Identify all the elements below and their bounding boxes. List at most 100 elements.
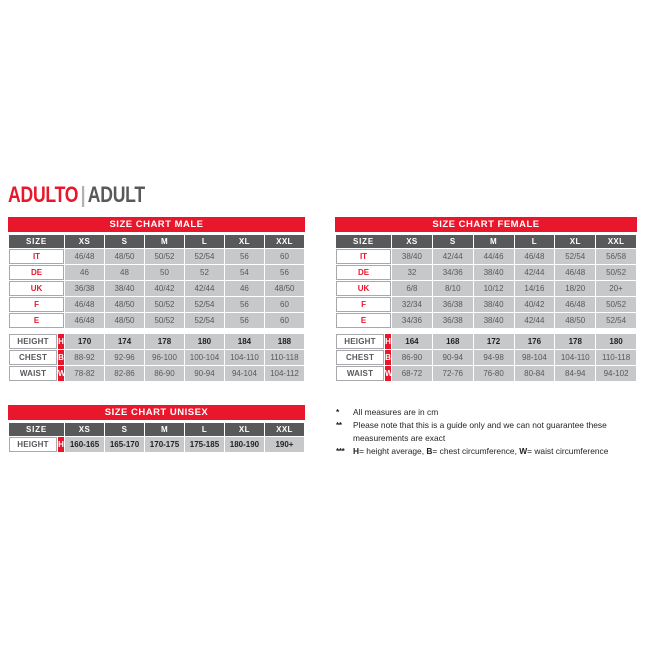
table-cell: 180 [184,334,224,349]
chart-banner-male: SIZE CHART MALE [8,217,305,232]
table-cell: 10/12 [473,281,514,296]
footnote-text: All measures are in cm [353,407,439,417]
table-cell: 98-104 [514,350,555,365]
row-label-it: IT [336,249,392,264]
table-cell: 38/40 [473,265,514,280]
measure-badge-w: W [385,366,392,381]
page-title-separator: | [80,182,86,207]
table-cell: 165-170 [105,437,144,452]
table-row: E 46/48 48/50 50/52 52/54 56 60 [9,313,304,328]
table-cell: 34/36 [432,265,473,280]
table-cell: 38/40 [473,313,514,328]
column-header-size: SIZE [336,235,392,248]
table-cell: 52 [184,265,224,280]
column-header-s: S [105,423,144,436]
table-cell: 94-104 [224,366,264,381]
table-cell: 36/38 [65,281,104,296]
table-row: DE 46 48 50 52 54 56 [9,265,304,280]
table-row: UK 36/38 38/40 40/42 42/44 46 48/50 [9,281,304,296]
table-cell: 52/54 [596,313,636,328]
chart-banner-unisex: SIZE CHART UNISEX [8,405,305,420]
page-title-secondary: ADULT [87,182,145,207]
footnote-text: Please note that this is a guide only an… [353,420,607,443]
table-spacer [9,329,304,333]
row-label-f: F [9,297,65,312]
footnote-text: H= height average, B= chest circumferenc… [353,446,609,456]
table-cell: 164 [392,334,432,349]
measure-badge-h: H [58,334,65,349]
table-row: HEIGHT H 160-165 165-170 170-175 175-185 180-1… [9,437,304,452]
table-cell: 110-118 [264,350,304,365]
table-header-row: SIZE XS S M L XL XXL [336,235,636,248]
column-header-xs: XS [65,423,104,436]
table-cell: 42/44 [514,313,555,328]
table-cell: 82-86 [105,366,144,381]
table-cell: 104-110 [555,350,596,365]
table-row: DE 32 34/36 38/40 42/44 46/48 50/52 [336,265,636,280]
table-row: F 46/48 48/50 50/52 52/54 56 60 [9,297,304,312]
table-cell: 56 [224,297,264,312]
column-header-l: L [184,235,224,248]
page-title: ADULTO | ADULT [8,183,145,207]
measure-label-height: HEIGHT [336,334,384,349]
table-cell: 52/54 [184,297,224,312]
table-cell: 90-94 [184,366,224,381]
table-body-male: SIZE XS S M L XL XXL IT 46/48 48/50 50/52 52/54 56 60… [9,235,304,381]
table-cell: 172 [473,334,514,349]
table-row: E 34/36 36/38 38/40 42/44 48/50 52/54 [336,313,636,328]
measure-label-waist: WAIST [9,366,57,381]
table-cell: 48/50 [555,313,596,328]
table-spacer [336,329,636,333]
table-cell: 50/52 [596,265,636,280]
table-cell: 48/50 [264,281,304,296]
table-cell: 76-80 [473,366,514,381]
measure-badge-b: B [385,350,392,365]
table-cell: 40/42 [514,297,555,312]
table-cell: 68-72 [392,366,432,381]
size-table-unisex: SIZE XS S M L XL XXL HEIGHT H 160-165 165-170 170-1… [8,422,305,453]
table-cell: 94-102 [596,366,636,381]
table-cell: 72-76 [432,366,473,381]
footnote-marker: ** [336,420,342,430]
measure-badge-w: W [58,366,65,381]
measure-label-chest: CHEST [336,350,384,365]
table-cell: 94-98 [473,350,514,365]
table-cell: 56 [264,265,304,280]
table-cell: 42/44 [514,265,555,280]
measure-label-chest: CHEST [9,350,57,365]
size-chart-unisex: SIZE CHART UNISEX SIZE XS S M L XL XXL HEIGHT H 1… [8,405,305,453]
column-header-m: M [144,235,184,248]
table-row: HEIGHT H 164 168 172 176 178 180 [336,334,636,349]
table-cell: 104-112 [264,366,304,381]
column-header-s: S [105,235,144,248]
column-header-size: SIZE [9,423,65,436]
size-table-female: SIZE XS S M L XL XXL IT 38/40 42/44 44/46 46/48 52/5… [335,234,637,382]
table-cell: 50 [144,265,184,280]
table-cell: 160-165 [65,437,104,452]
table-cell: 86-90 [144,366,184,381]
table-cell: 46 [65,265,104,280]
measure-label-height: HEIGHT [9,437,57,452]
column-header-size: SIZE [9,235,65,248]
column-header-s: S [432,235,473,248]
table-row: F 32/34 36/38 38/40 40/42 46/48 50/52 [336,297,636,312]
table-cell: 170 [65,334,104,349]
table-cell: 175-185 [184,437,224,452]
table-cell: 50/52 [144,297,184,312]
table-cell: 46 [224,281,264,296]
table-cell: 48/50 [105,249,144,264]
row-label-uk: UK [9,281,65,296]
row-label-f: F [336,297,392,312]
table-cell: 84-94 [555,366,596,381]
table-cell: 52/54 [184,249,224,264]
measure-badge-h: H [58,437,65,452]
table-cell: 90-94 [432,350,473,365]
table-cell: 110-118 [596,350,636,365]
table-cell: 48/50 [105,297,144,312]
table-cell: 14/16 [514,281,555,296]
table-cell: 38/40 [105,281,144,296]
table-cell: 50/52 [144,313,184,328]
table-cell: 184 [224,334,264,349]
table-cell: 50/52 [144,249,184,264]
table-cell: 56 [224,249,264,264]
